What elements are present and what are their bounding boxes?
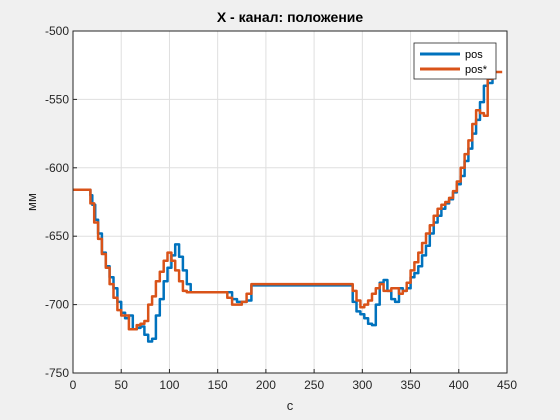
chart-title: X - канал: положение: [217, 9, 364, 25]
legend-label-pos-star: pos*: [465, 64, 488, 76]
series-line-pos: [73, 72, 494, 343]
y-tick-label: -500: [45, 24, 69, 38]
x-tick-label: 100: [159, 378, 179, 392]
x-tick-label: 350: [401, 378, 421, 392]
x-tick-label: 50: [115, 378, 129, 392]
x-tick-label: 400: [449, 378, 469, 392]
x-tick-label: 250: [304, 378, 324, 392]
legend-label-pos: pos: [465, 49, 483, 61]
x-tick-label: 150: [208, 378, 228, 392]
y-axis-label: мм: [24, 193, 39, 211]
x-tick-label: 0: [70, 378, 77, 392]
legend: pos pos*: [413, 42, 497, 80]
series-line-pos-star: [73, 70, 503, 331]
x-tick-label: 200: [256, 378, 276, 392]
y-tick-label: -600: [45, 161, 69, 175]
y-tick-label: -650: [45, 229, 69, 243]
y-tick-label: -750: [45, 366, 69, 380]
plot-area: [73, 31, 507, 373]
legend-box: [413, 42, 497, 80]
y-tick-label: -550: [45, 92, 69, 106]
ticks: 0 50 100 150 200 250 300 350 400 450 -750 -700 -650 -…: [45, 24, 517, 392]
x-tick-label: 300: [352, 378, 372, 392]
axes-box: [72, 30, 508, 374]
y-tick-label: -700: [45, 298, 69, 312]
x-axis-label: с: [287, 398, 294, 413]
series-group: [73, 70, 503, 343]
x-tick-label: 450: [497, 378, 517, 392]
